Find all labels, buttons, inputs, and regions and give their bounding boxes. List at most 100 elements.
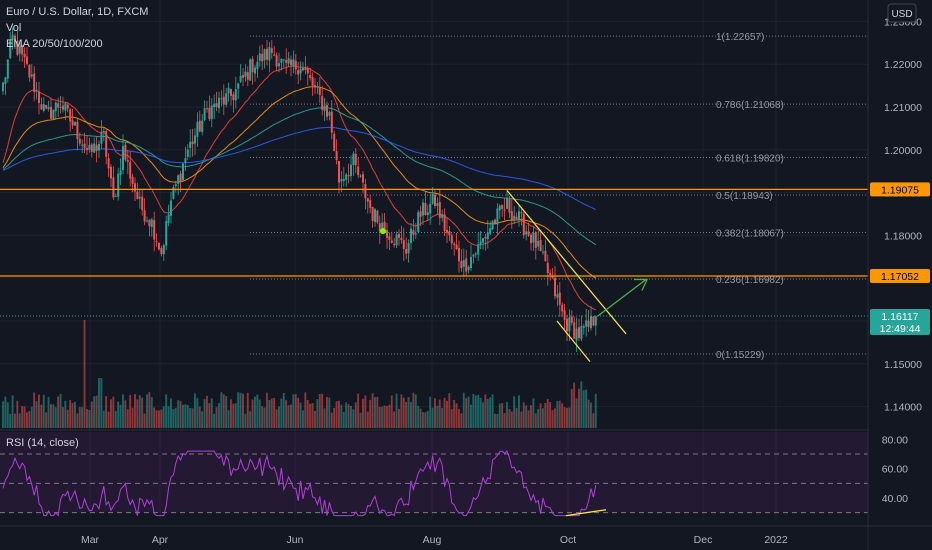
volume-bar	[489, 397, 492, 428]
candle-body	[587, 320, 590, 327]
volume-bar	[398, 408, 400, 428]
volume-bar	[222, 394, 225, 428]
candle-body	[438, 202, 441, 218]
volume-bar	[182, 404, 184, 428]
volume-bar	[318, 393, 321, 428]
candle-body	[232, 94, 235, 101]
rsi-band	[0, 432, 868, 513]
level-high-badge[interactable]	[870, 182, 930, 197]
candle-body	[237, 83, 240, 89]
volume-bar	[112, 396, 115, 428]
volume-bar	[227, 410, 230, 428]
candle-body	[465, 258, 468, 272]
candle-body	[590, 316, 592, 329]
volume-bar	[520, 411, 523, 428]
level-low-badge[interactable]	[870, 268, 930, 283]
horizontal-levels[interactable]	[0, 188, 868, 317]
volume-bar	[347, 404, 350, 428]
candle-body	[261, 53, 264, 62]
candle-body	[59, 106, 62, 108]
volume-bar	[527, 410, 530, 428]
volume-bar	[460, 413, 463, 428]
volume-bar	[38, 394, 40, 428]
candle-body	[527, 231, 530, 236]
volume-bar	[412, 392, 415, 428]
drawings[interactable]	[380, 190, 649, 363]
projection-arrow-head	[634, 278, 649, 291]
candle-body	[4, 77, 7, 84]
volume-bar	[263, 407, 266, 428]
lower-trendline	[556, 320, 591, 363]
candle-body	[177, 175, 180, 185]
candle-body	[311, 77, 314, 86]
volume-bar	[45, 412, 48, 428]
candle-body	[179, 173, 182, 182]
candle-body	[165, 220, 168, 246]
candle-body	[69, 109, 72, 122]
candle-body	[146, 220, 148, 222]
candle-body	[186, 149, 189, 157]
candle-body	[400, 237, 403, 241]
volume-bar	[554, 408, 556, 428]
volume-bar	[431, 407, 434, 428]
volume-bar	[287, 405, 290, 428]
volume-bar	[580, 381, 583, 428]
candlesticks[interactable]	[2, 27, 597, 353]
volume-bar	[508, 408, 511, 428]
candle-body	[450, 235, 453, 244]
candle-body	[126, 160, 129, 162]
candle-body	[131, 176, 134, 184]
volume-bar	[232, 403, 235, 428]
candle-body	[201, 120, 204, 132]
volume-bar	[467, 396, 470, 428]
ema-lines	[2, 65, 597, 311]
volume-bar	[4, 396, 7, 428]
volume-bar	[198, 406, 201, 428]
candle-body	[498, 205, 501, 211]
candle-body	[225, 93, 228, 105]
volume-bar	[107, 411, 110, 428]
candle-body	[494, 219, 496, 224]
volume-bar	[278, 406, 280, 428]
candle-body	[419, 211, 422, 217]
volume-bar	[390, 395, 393, 428]
volume-bar	[354, 402, 357, 428]
volume-bar	[549, 402, 552, 428]
volume-bar	[215, 407, 218, 428]
volume-bar	[326, 396, 328, 428]
candle-body	[64, 103, 67, 111]
current-price-badge[interactable]	[870, 308, 930, 335]
candle-body	[234, 89, 237, 101]
candle-body	[525, 231, 528, 235]
candle-body	[532, 232, 535, 243]
candle-body	[551, 275, 554, 278]
candle-body	[467, 266, 470, 270]
candle-body	[6, 59, 9, 79]
candle-body	[98, 143, 100, 151]
candle-body	[510, 211, 513, 220]
candle-body	[273, 54, 276, 56]
volume-bar	[594, 393, 597, 428]
volume-bar	[160, 409, 163, 428]
volume-bar	[501, 403, 504, 428]
currency-button[interactable]	[887, 3, 917, 23]
fib-retracement[interactable]: 1(1.22657) 0.786(1.21068) 0.618(1.19820) 0.…	[250, 32, 868, 361]
candle-body	[470, 256, 472, 269]
candle-body	[539, 240, 542, 252]
volume-bar	[244, 413, 247, 428]
candle-body	[395, 234, 398, 246]
volume-bar	[110, 399, 112, 428]
volume-bar	[542, 408, 544, 428]
candle-body	[347, 175, 350, 177]
volume-bar	[28, 411, 31, 428]
volume-bar	[455, 403, 458, 428]
candle-body	[153, 220, 156, 240]
volume-bar	[117, 401, 120, 428]
volume-bar	[172, 409, 175, 428]
volume-bar	[369, 399, 372, 428]
candle-body	[266, 48, 268, 60]
candle-body	[45, 105, 48, 109]
volume-bar	[400, 394, 403, 428]
candle-body	[249, 59, 252, 81]
